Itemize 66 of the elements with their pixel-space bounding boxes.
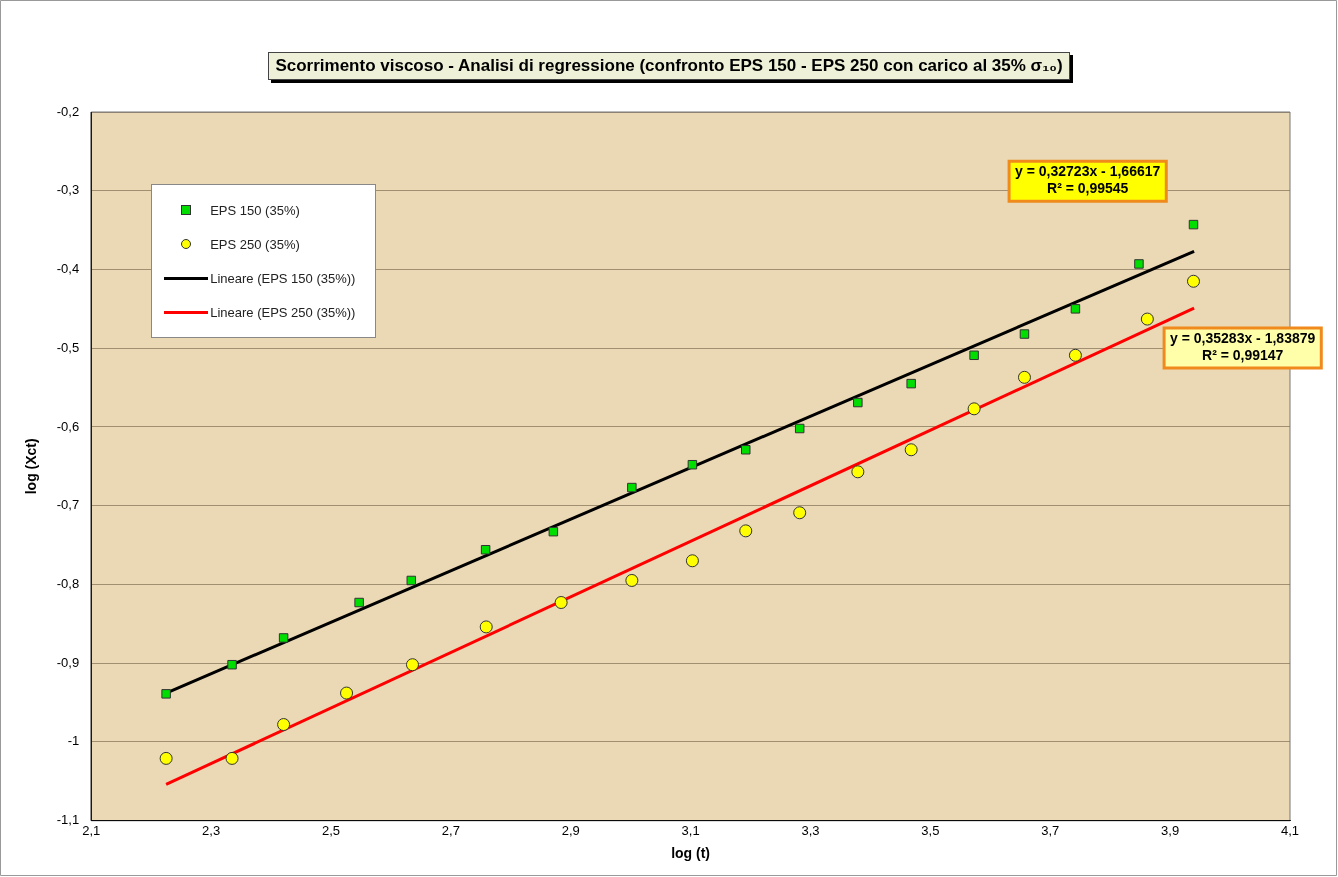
point (627, 482, 637, 493)
point (625, 573, 639, 587)
point (741, 445, 751, 455)
point (967, 402, 981, 416)
point (1070, 304, 1081, 314)
x-axis-title: log (t) (671, 845, 711, 862)
legend-label: EPS 150 (35%) (210, 202, 300, 218)
y-axis-title: log (Xct) (23, 438, 40, 495)
point (548, 526, 559, 537)
point (1019, 329, 1030, 339)
point (685, 554, 699, 568)
y-tick-label: -0,3 (56, 182, 80, 198)
legend-label: EPS 250 (35%) (210, 236, 300, 252)
y-tick-label: -0,4 (56, 261, 80, 277)
point (906, 378, 916, 389)
y-tick-label: -0,9 (56, 654, 80, 670)
point (159, 751, 173, 765)
x-tick-label: 3,1 (681, 822, 700, 838)
y-tick-label: -0,2 (56, 103, 80, 119)
point (406, 575, 417, 586)
point (851, 465, 865, 479)
point (227, 659, 237, 670)
x-tick-label: 3,9 (1161, 822, 1180, 838)
point (554, 596, 568, 610)
y-tick-label: -0,7 (56, 497, 80, 513)
y-tick-label: -0,8 (56, 575, 80, 591)
x-tick-label: 2,5 (321, 822, 340, 838)
point (225, 751, 239, 765)
x-tick-label: 3,3 (801, 822, 820, 838)
point (1134, 259, 1144, 269)
point (405, 658, 419, 672)
point (1140, 312, 1154, 326)
point (1017, 370, 1031, 384)
point (1187, 274, 1200, 288)
point (480, 545, 491, 555)
annotation: y = 0,35283x - 1,83879 R² = 0,99147 (1170, 329, 1316, 363)
point (969, 350, 979, 361)
x-tick-label: 2,1 (82, 822, 101, 838)
point (278, 633, 289, 643)
point (1068, 348, 1082, 362)
x-tick-label: 3,7 (1041, 822, 1060, 838)
point (687, 459, 698, 470)
x-tick-label: 2,3 (202, 822, 221, 838)
point (853, 397, 863, 408)
y-tick-label: -1,1 (56, 812, 80, 828)
point (479, 620, 493, 634)
annotation: y = 0,32723x - 1,66617 R² = 0,99545 (1015, 163, 1161, 197)
point (340, 686, 354, 700)
point (793, 506, 807, 520)
point (794, 423, 805, 434)
point (161, 689, 171, 699)
point (904, 443, 918, 457)
y-tick-label: -1 (67, 733, 80, 749)
point (354, 597, 364, 608)
x-tick-label: 2,7 (441, 822, 460, 838)
x-tick-label: 2,9 (561, 822, 580, 838)
legend-label: Lineare (EPS 250 (35%)) (210, 304, 356, 320)
legend-label: Lineare (EPS 150 (35%)) (210, 270, 356, 286)
x-tick-label: 3,5 (921, 822, 940, 838)
chart-title: Scorrimento viscoso - Analisi di regressione (confronto EPS 150 - EPS 250 con carico al 35% σ₁₀) (268, 52, 1070, 80)
y-tick-label: -0,6 (56, 418, 80, 434)
x-tick-label: 4,1 (1280, 822, 1300, 838)
point (1188, 219, 1199, 230)
point (277, 718, 291, 732)
point (739, 524, 753, 538)
y-tick-label: -0,5 (56, 339, 80, 355)
